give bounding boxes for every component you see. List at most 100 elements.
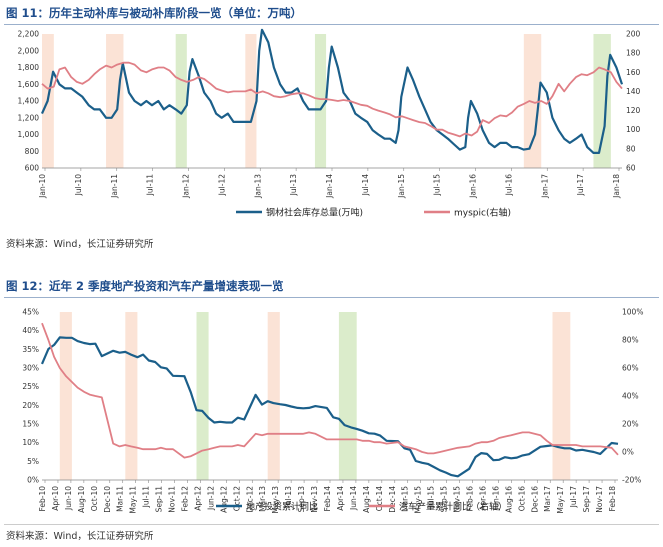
- x-tick-label: Jul-11: [146, 174, 155, 197]
- y-right-tick-label: 60: [626, 164, 636, 173]
- y-right-tick-label: 160: [626, 68, 641, 77]
- shaded-period-2: [196, 312, 209, 480]
- y-right-tick-label: 80: [626, 144, 636, 153]
- y-left-tick-label: 800: [25, 147, 40, 156]
- y-right-tick-label: 60%: [622, 364, 639, 373]
- y-right-tick-label: -20%: [622, 476, 641, 485]
- x-tick-label: Jun-16: [491, 486, 500, 511]
- figure-11-title-rule: [4, 24, 659, 25]
- x-tick-label: May-11: [129, 486, 138, 514]
- x-tick-label: Sep-17: [582, 486, 591, 513]
- shaded-period-0: [59, 312, 72, 480]
- y-right-tick-label: 180: [626, 49, 641, 58]
- x-tick-label: Jan-15: [397, 174, 406, 199]
- x-tick-label: Apr-16: [478, 486, 487, 511]
- x-tick-label: Jan-12: [182, 174, 191, 199]
- y-left-tick-label: 35%: [22, 345, 39, 354]
- y-right-tick-label: 120: [626, 106, 641, 115]
- y-right-tick-label: 140: [626, 87, 641, 96]
- x-tick-label: Oct-14: [375, 486, 384, 511]
- x-tick-label: Oct-16: [517, 486, 526, 511]
- y-left-tick-label: 2,000: [18, 46, 40, 55]
- shaded-period-1: [125, 312, 138, 480]
- y-right-tick-label: 0%: [622, 448, 634, 457]
- chart-11-container: 600 800 1,000 1,200 1,400 1,600 1,800 2,000 2,20…: [4, 28, 659, 233]
- legend-label-0: 钢材社会库存总量(万吨): [266, 207, 363, 219]
- x-tick-label: Jun-14: [349, 486, 358, 511]
- y-left-tick-label: 25%: [22, 382, 39, 391]
- y-left-tick-label: 1,200: [18, 113, 40, 122]
- x-tick-label: Aug-16: [504, 486, 513, 513]
- x-tick-label: May-13: [271, 486, 280, 514]
- x-tick-label: Jul-17: [576, 174, 585, 197]
- x-tick-label: Jul-10: [74, 174, 83, 197]
- shaded-period-5: [552, 312, 571, 480]
- x-tick-label: Jun-12: [206, 486, 215, 511]
- y-left-tick-label: 10%: [22, 438, 39, 447]
- y-right-tick-label: 200: [626, 30, 641, 39]
- y-right-tick-label: 80%: [622, 336, 639, 345]
- x-tick-label: Jan-17: [540, 174, 549, 199]
- figure-11-title: 图 11：历年主动补库与被动补库阶段一览（单位：万吨）: [6, 4, 302, 22]
- x-tick-label: Sep-15: [440, 486, 449, 513]
- x-tick-label: Feb-10: [38, 486, 47, 512]
- legend-label-1: 汽车产量累计同比（右轴）: [399, 501, 507, 513]
- x-tick-label: Apr-10: [51, 486, 60, 511]
- x-tick-label: Mar-15: [401, 486, 410, 512]
- shaded-period-3: [245, 34, 257, 168]
- x-tick-label: Jul-15: [433, 174, 442, 197]
- y-left-tick-label: 1,400: [18, 97, 40, 106]
- shaded-period-1: [106, 34, 124, 168]
- x-tick-label: Jul-14: [361, 174, 370, 197]
- x-tick-label: Nov-11: [168, 486, 177, 513]
- x-tick-label: Sep-11: [155, 486, 164, 513]
- x-tick-label: Dec-10: [103, 486, 112, 513]
- y-left-tick-label: 30%: [22, 364, 39, 373]
- x-tick-label: Dec-12: [245, 486, 254, 513]
- series-line-1: [41, 61, 623, 138]
- figure-12-source: 资料来源：Wind，长江证券研究所: [6, 531, 154, 542]
- y-left-tick-label: 15%: [22, 420, 39, 429]
- x-tick-label: May-17: [556, 486, 565, 514]
- shaded-period-5: [523, 34, 542, 168]
- shaded-period-6: [593, 34, 611, 168]
- figure-12-text: 近年 2 季度地产投资和汽车产量增速表现一览: [49, 279, 284, 293]
- x-tick-label: Mar-17: [543, 486, 552, 512]
- x-tick-label: Apr-12: [193, 486, 202, 511]
- figure-12-source-rule: [4, 524, 659, 525]
- x-tick-label: Nov-17: [595, 486, 604, 513]
- figure-12-title: 图 12：近年 2 季度地产投资和汽车产量增速表现一览: [6, 277, 284, 295]
- x-tick-label: Jul-11: [142, 486, 151, 509]
- x-tick-label: Jul-12: [217, 174, 226, 197]
- y-left-tick-label: 45%: [22, 308, 39, 317]
- y-left-tick-label: 5%: [27, 457, 39, 466]
- x-tick-label: Feb-14: [323, 486, 332, 512]
- x-tick-label: Jul-13: [284, 486, 293, 509]
- chart-12-svg: 0% 5% 10% 15% 20% 25% 30% 35% 40% 45% -20% 0% 20% 40%…: [22, 308, 643, 514]
- x-tick-label: Aug-10: [77, 486, 86, 513]
- legend-label-0: 地产投资累计同比: [246, 501, 318, 513]
- x-tick-label: Nov-13: [310, 486, 319, 513]
- y-left-tick-label: 600: [25, 164, 40, 173]
- x-tick-label: Dec-16: [530, 486, 539, 513]
- shaded-period-4: [314, 34, 327, 168]
- y-left-tick-label: 40%: [22, 326, 39, 335]
- figure-12-title-rule: [4, 297, 659, 298]
- y-left-tick-label: 2,200: [18, 30, 40, 39]
- x-tick-label: Jan-10: [38, 174, 47, 199]
- x-tick-label: Jul-16: [504, 174, 513, 197]
- x-tick-label: Mar-11: [116, 486, 125, 512]
- x-tick-label: Jan-18: [612, 174, 621, 199]
- x-tick-label: Jan-13: [253, 174, 262, 199]
- y-left-tick-label: 1,000: [18, 130, 40, 139]
- x-tick-label: Oct-12: [232, 486, 241, 511]
- shaded-period-4: [338, 312, 357, 480]
- y-left-tick-label: 1,800: [18, 63, 40, 72]
- y-right-tick-label: 20%: [622, 420, 639, 429]
- x-tick-label: Jan-11: [110, 174, 119, 199]
- y-right-tick-label: 40%: [622, 392, 639, 401]
- y-left-tick-label: 0%: [27, 476, 39, 485]
- figure-12-label: 图 12：: [6, 279, 50, 293]
- series-line-1: [41, 322, 619, 459]
- x-tick-label: Jan-14: [325, 174, 334, 199]
